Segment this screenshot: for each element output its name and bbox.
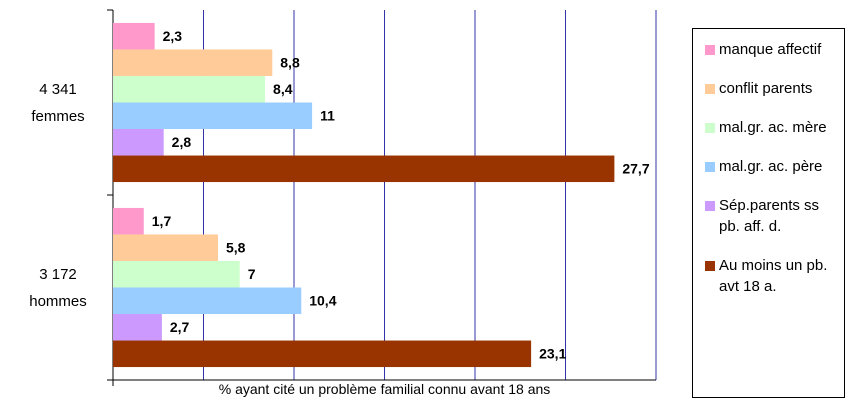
legend-label: conflit parents	[719, 80, 813, 97]
legend-swatch	[705, 162, 715, 172]
legend-item: Sép.parents ss pb. aff. d.	[705, 195, 838, 237]
bar	[113, 49, 273, 76]
x-axis-label: % ayant cité un problème familial connu …	[218, 381, 551, 397]
bar	[113, 340, 532, 368]
value-label: 23,1	[539, 345, 566, 361]
bar	[113, 102, 313, 130]
y-tick-label: 3 172 hommes	[29, 265, 87, 310]
legend-swatch	[705, 261, 715, 271]
legend-item: conflit parents	[705, 78, 838, 99]
value-label: 1,7	[152, 213, 172, 229]
legend-item: mal.gr. ac. mère	[705, 117, 838, 138]
value-label: 2,8	[172, 134, 192, 150]
legend-label: manque affectif	[719, 41, 822, 58]
legend-item: manque affectif	[705, 39, 838, 60]
value-label: 11	[320, 107, 335, 123]
bar	[113, 314, 162, 341]
legend-swatch	[705, 201, 715, 211]
y-tick-label: 4 341 femmes	[31, 80, 85, 125]
legend-item: Au moins un pb. avt 18 a.	[705, 255, 838, 297]
bar	[113, 260, 240, 288]
value-label: 2,7	[170, 319, 190, 335]
legend-swatch	[705, 45, 715, 55]
value-label: 7	[248, 266, 256, 282]
bar	[113, 155, 615, 183]
bar	[113, 287, 302, 315]
legend-label: mal.gr. ac. père	[719, 158, 823, 175]
bar	[113, 234, 218, 261]
legend-swatch	[705, 84, 715, 94]
value-label: 27,7	[622, 160, 649, 176]
bar	[113, 207, 144, 235]
value-label: 8,4	[273, 81, 293, 97]
legend-label: Sép.parents ss pb. aff. d.	[719, 197, 820, 235]
legend-label: mal.gr. ac. mère	[719, 119, 827, 136]
legend-item: mal.gr. ac. père	[705, 156, 838, 177]
legend-label: Au moins un pb. avt 18 a.	[719, 257, 828, 295]
value-label: 8,8	[280, 54, 300, 70]
bar	[113, 129, 164, 156]
legend-swatch	[705, 123, 715, 133]
value-label: 5,8	[226, 239, 246, 255]
bar	[113, 22, 155, 50]
value-label: 10,4	[309, 292, 336, 308]
bar	[113, 75, 266, 103]
legend: manque affectif conflit parents mal.gr. ac…	[692, 28, 845, 398]
value-label: 2,3	[163, 28, 183, 44]
